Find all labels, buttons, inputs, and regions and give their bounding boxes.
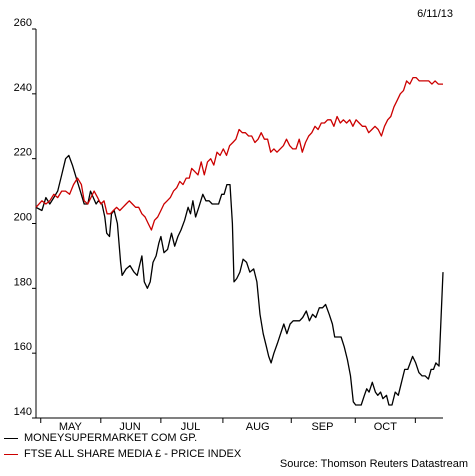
line-chart: 140 160 180 200 220 240 260 MAY JUN JUL AUG SEP OCT	[14, 17, 444, 430]
legend-swatch-series-2	[4, 453, 18, 455]
y-tick-label-240: 240	[14, 82, 32, 94]
series-line-2	[35, 76, 443, 231]
legend: MONEYSUPERMARKET COM GP. FTSE ALL SHARE …	[4, 430, 241, 462]
x-tick-label-sep: SEP	[311, 421, 333, 430]
source-note: Source: Thomson Reuters Datastream	[279, 458, 468, 470]
y-tick-label-160: 160	[14, 341, 32, 353]
legend-label-series-1: MONEYSUPERMARKET COM GP.	[24, 432, 198, 444]
y-tick-label-220: 220	[14, 147, 32, 159]
x-tick-label-aug: AUG	[246, 421, 270, 430]
y-tick-label-140: 140	[14, 406, 32, 418]
x-tick-label-jun: JUN	[119, 421, 140, 430]
x-tick-label-oct: OCT	[374, 421, 398, 430]
legend-item-series-1: MONEYSUPERMARKET COM GP.	[4, 430, 241, 446]
y-tick-label-260: 260	[14, 17, 32, 29]
x-tick-label-may: MAY	[59, 421, 83, 430]
x-tick-label-jul: JUL	[181, 421, 201, 430]
legend-swatch-series-1	[4, 437, 18, 439]
legend-item-series-2: FTSE ALL SHARE MEDIA £ - PRICE INDEX	[4, 446, 241, 462]
chart-date: 6/11/13	[417, 8, 453, 20]
series-line-1	[35, 154, 444, 406]
legend-label-series-2: FTSE ALL SHARE MEDIA £ - PRICE INDEX	[24, 448, 242, 460]
y-tick-label-180: 180	[14, 276, 32, 288]
y-tick-label-200: 200	[14, 212, 32, 224]
